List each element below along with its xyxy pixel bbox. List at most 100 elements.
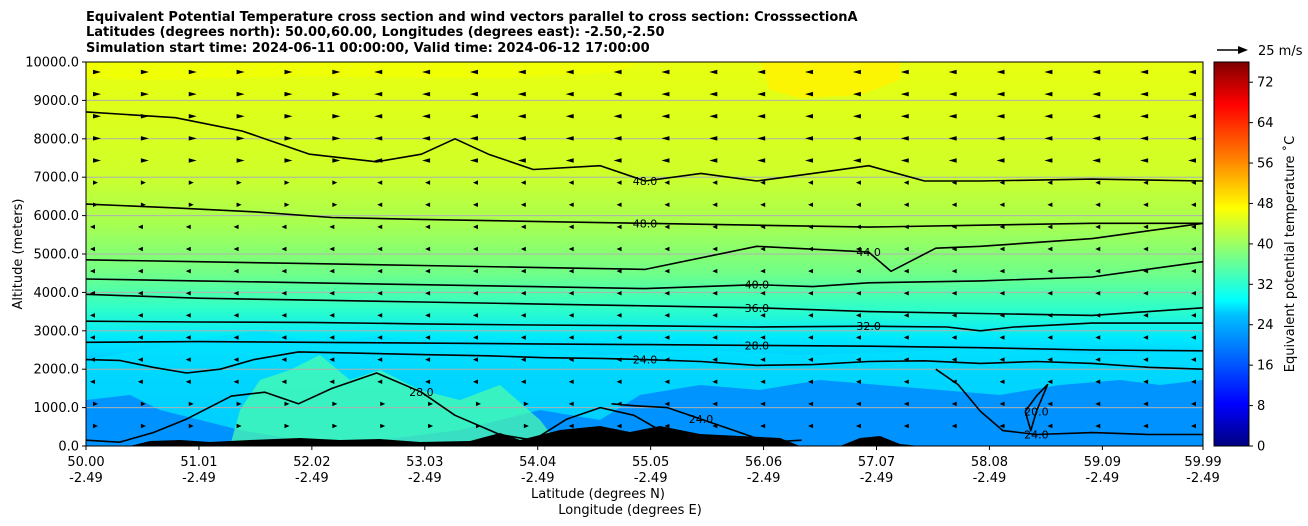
- y-tick-label: 1000.0: [34, 401, 80, 416]
- wind-arrow: [284, 180, 290, 185]
- wind-arrow: [996, 136, 1005, 141]
- colorbar-tick-label: 48: [1257, 197, 1274, 212]
- wind-arrow: [664, 202, 670, 207]
- contour-line: [935, 368, 1203, 436]
- wind-arrow: [664, 357, 670, 362]
- wind-arrow: [613, 91, 622, 97]
- wind-arrow: [568, 423, 574, 429]
- wind-arrow: [712, 202, 718, 207]
- wind-arrow: [616, 379, 622, 384]
- wind-arrow: [1092, 69, 1101, 75]
- wind-arrow: [1047, 357, 1053, 362]
- wind-arrow: [852, 69, 861, 75]
- wind-arrow: [1095, 423, 1101, 429]
- wind-arrow: [805, 114, 814, 119]
- wind-arrow: [855, 202, 861, 207]
- wind-arrow: [425, 291, 431, 296]
- wind-arrow: [236, 91, 245, 97]
- wind-arrow: [188, 202, 194, 207]
- wind-arrow: [332, 180, 338, 185]
- wind-arrow: [377, 224, 383, 230]
- wind-arrow: [520, 313, 526, 318]
- wind-arrow: [332, 69, 341, 75]
- wind-arrow: [1095, 379, 1101, 384]
- wind-arrow: [425, 313, 431, 318]
- wind-arrow: [616, 313, 622, 318]
- low-level-blue-region: [86, 380, 1203, 446]
- wind-arrow: [1191, 224, 1196, 230]
- wind-arrow: [520, 268, 526, 274]
- wind-arrow: [568, 268, 574, 274]
- wind-arrow: [281, 224, 287, 230]
- wind-arrow: [712, 379, 718, 384]
- wind-arrow: [332, 91, 341, 97]
- wind-arrow: [137, 268, 143, 274]
- wind-arrow: [855, 379, 861, 384]
- wind-arrow: [948, 91, 957, 97]
- wind-arrow: [236, 180, 242, 185]
- contour-label: 40.0: [745, 279, 770, 292]
- wind-arrow: [948, 69, 957, 75]
- wind-arrow: [568, 401, 574, 407]
- wind-arrow: [475, 401, 481, 407]
- contour-line: [86, 372, 713, 443]
- wind-arrow: [140, 91, 149, 97]
- wind-arrow: [664, 379, 670, 384]
- wind-arrow: [472, 180, 478, 185]
- wind-arrow: [475, 423, 481, 429]
- wind-arrow: [425, 224, 431, 230]
- wind-arrow: [948, 114, 957, 119]
- wind-arrow: [616, 423, 622, 429]
- wind-arrow: [233, 313, 239, 318]
- wind-arrow: [948, 136, 957, 141]
- wind-arrow: [664, 291, 670, 296]
- wind-arrow: [1095, 291, 1101, 296]
- wind-arrow: [90, 291, 95, 296]
- x-tick-label-lon: -2.49: [521, 471, 555, 486]
- upper-yellow-patch-left: [86, 62, 640, 80]
- wind-arrow: [709, 136, 718, 141]
- wind-arrow: [425, 180, 431, 185]
- wind-arrow: [472, 202, 478, 207]
- wind-arrow: [855, 313, 861, 318]
- colorbar-tick-label: 64: [1257, 116, 1274, 131]
- wind-arrow: [1095, 180, 1101, 185]
- wind-arrow: [1140, 114, 1149, 119]
- wind-arrow: [377, 357, 383, 362]
- wind-arrow: [808, 246, 814, 252]
- wind-arrow: [855, 180, 861, 185]
- wind-arrow: [1095, 224, 1101, 230]
- wind-arrow: [472, 313, 478, 318]
- wind-arrow: [568, 246, 574, 252]
- x-tick-label-lon: -2.49: [860, 471, 894, 486]
- wind-arrow: [855, 246, 861, 252]
- wind-arrow: [852, 91, 861, 97]
- wind-arrow: [1143, 379, 1149, 384]
- wind-arrow: [137, 335, 143, 340]
- wind-arrow: [855, 224, 861, 230]
- wind-arrow: [999, 291, 1005, 296]
- wind-arrow: [185, 335, 191, 340]
- wind-arrow: [805, 91, 814, 97]
- wind-arrow: [93, 423, 98, 429]
- x-tick-label-lat: 51.01: [180, 455, 217, 470]
- wind-arrow: [900, 136, 909, 141]
- contour-line: [86, 111, 1203, 182]
- wind-arrow: [188, 158, 197, 163]
- x-axis: 50.00-2.4951.01-2.4952.02-2.4953.03-2.49…: [67, 446, 1222, 486]
- wind-arrow: [1143, 268, 1149, 274]
- wind-arrow: [188, 136, 197, 141]
- wind-arrow: [951, 268, 957, 274]
- wind-arrow: [999, 202, 1005, 207]
- wind-arrow: [1188, 91, 1196, 97]
- wind-arrow: [1044, 114, 1053, 119]
- wind-arrow: [332, 114, 341, 119]
- wind-arrow: [1095, 202, 1101, 207]
- wind-arrow: [520, 224, 526, 230]
- wind-arrow: [1188, 158, 1196, 163]
- wind-arrow: [472, 335, 478, 340]
- wind-arrow: [855, 335, 861, 340]
- contour-line: [611, 403, 802, 443]
- wind-arrow: [185, 357, 191, 362]
- wind-arrow: [374, 136, 383, 141]
